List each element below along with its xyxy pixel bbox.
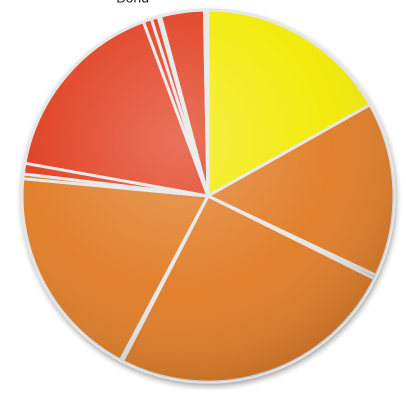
pie-slices [20,8,396,384]
pie-slice-15 [205,8,210,198]
pie-labels: Bond [116,0,149,5]
slice-label-11: Bond [116,0,149,5]
